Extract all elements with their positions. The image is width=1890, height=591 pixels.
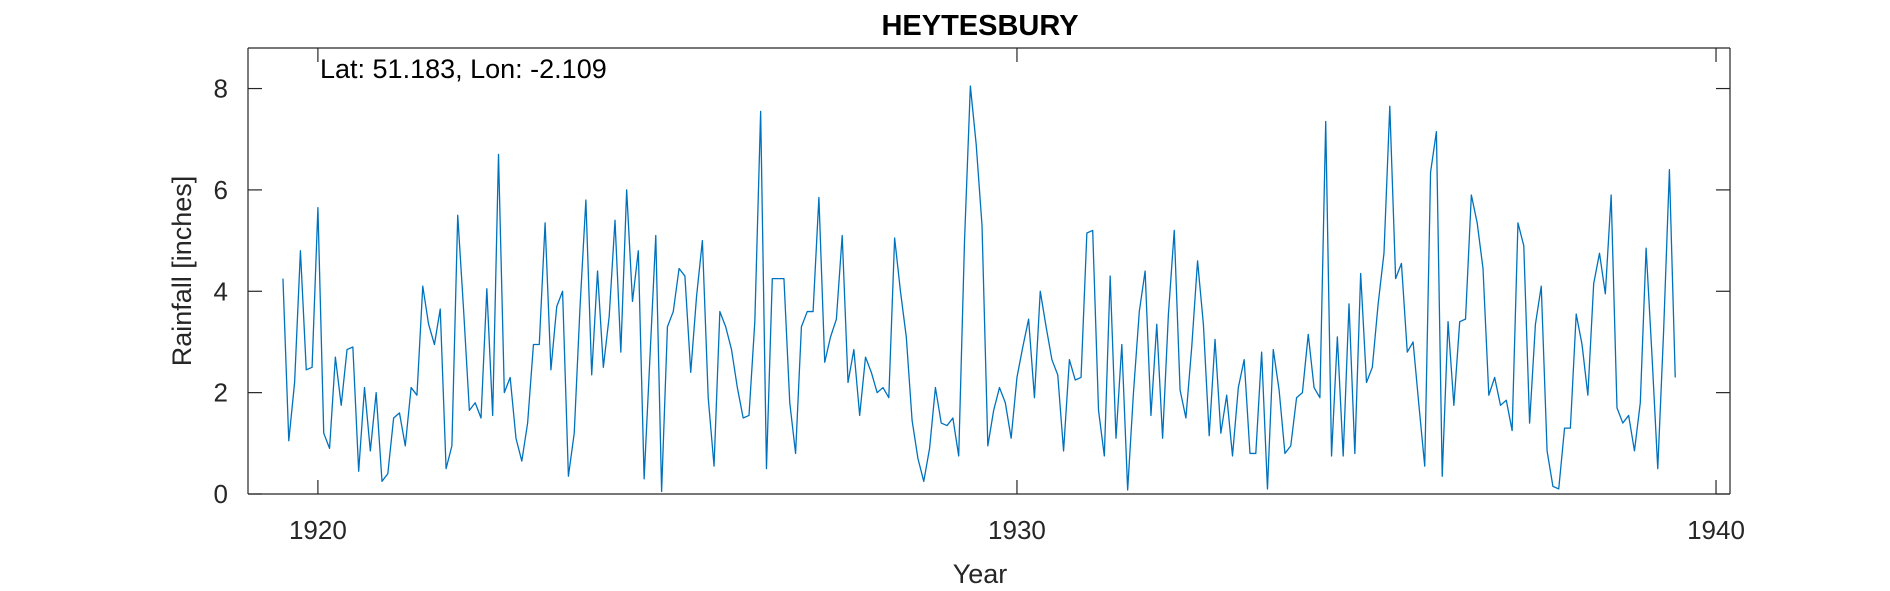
y-tick-label: 0 [214, 479, 228, 509]
y-axis-label: Rainfall [inches] [167, 176, 197, 367]
x-tick-label: 1920 [289, 515, 347, 545]
x-tick-label: 1940 [1687, 515, 1745, 545]
x-tick-label: 1930 [988, 515, 1046, 545]
x-ticks: 1920 1930 1940 [289, 48, 1745, 545]
y-tick-label: 6 [214, 175, 228, 205]
chart-title: HEYTESBURY [881, 10, 1078, 42]
y-tick-label: 8 [214, 74, 228, 104]
y-tick-label: 2 [214, 378, 228, 408]
y-ticks: 0 2 4 6 8 [214, 74, 1730, 509]
x-axis-label: Year [953, 559, 1008, 589]
series-layer [282, 85, 1676, 493]
y-tick-label: 4 [214, 276, 228, 306]
rainfall-series-line [282, 85, 1676, 493]
plot-area [248, 48, 1730, 494]
location-annotation: Lat: 51.183, Lon: -2.109 [320, 54, 607, 84]
